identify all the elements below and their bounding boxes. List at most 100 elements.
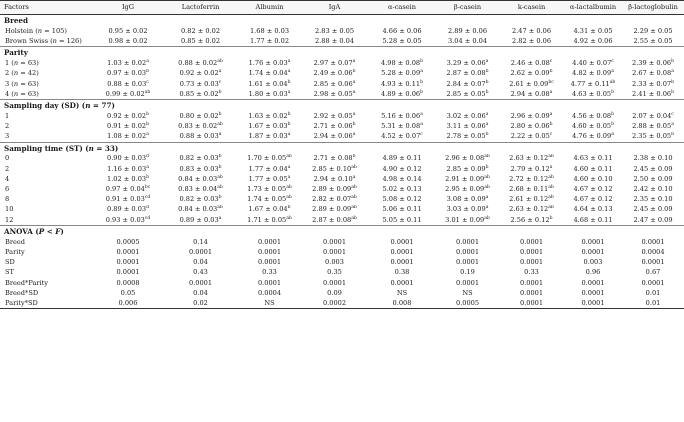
significance-superscript: ab	[351, 215, 357, 221]
cell-value: 0.0004	[257, 288, 282, 297]
cell-value: 1.16 ± 0.03	[107, 164, 147, 173]
row-label: 2 (n = 42)	[5, 69, 39, 78]
cell-value: 4.60 ± 0.10	[573, 174, 613, 183]
significance-superscript: b	[420, 58, 423, 64]
cell-value: 0.0001	[581, 288, 605, 297]
table-cell: 0.88 ± 0.02ab	[163, 58, 238, 68]
significance-superscript: ab	[217, 121, 223, 127]
table-cell: 2.67 ± 0.08a	[622, 69, 684, 79]
table-cell: 0.73 ± 0.03c	[163, 79, 238, 89]
row-label: 1	[5, 111, 10, 120]
table-cell: 2.33 ± 0.07b	[622, 79, 684, 89]
significance-superscript: cd	[144, 195, 151, 201]
table-row: 3 1.08 ± 0.02a 0.88 ± 0.03a 1.87 ± 0.03a 2.9…	[0, 132, 684, 143]
table-cell: 2.61 ± 0.12ab	[499, 194, 564, 204]
table-cell: 0.0001	[499, 278, 564, 288]
significance-superscript: b	[485, 79, 489, 85]
significance-superscript: ab	[484, 184, 490, 190]
significance-superscript: b	[549, 121, 553, 127]
table-cell: 2.94 ± 0.10a	[301, 174, 368, 184]
significance-superscript: ab	[484, 215, 490, 221]
table-cell: 4.89 ± 0.11	[368, 154, 436, 164]
significance-superscript: b	[611, 111, 614, 117]
table-cell: 0.91 ± 0.03cd	[93, 194, 163, 204]
significance-superscript: d	[146, 205, 149, 211]
significance-superscript: ab	[217, 174, 223, 180]
significance-superscript: a	[287, 174, 291, 180]
row-label: Parity*SD	[0, 298, 93, 310]
table-cell: 1.68 ± 0.03	[238, 26, 301, 36]
significance-superscript: a	[218, 132, 222, 138]
cell-value: 4.31 ± 0.05	[573, 26, 613, 35]
table-cell: 4.63 ± 0.11	[564, 154, 622, 164]
table-row: 10 0.89 ± 0.03d 0.84 ± 0.03ab 1.67 ± 0.04b 2…	[0, 205, 684, 215]
cell-value: 4.67 ± 0.12	[573, 195, 613, 204]
table-cell: 2.42 ± 0.10	[622, 184, 684, 194]
row-label: Breed	[5, 237, 26, 246]
table-cell: 2.41 ± 0.06b	[622, 89, 684, 100]
table-cell: 2.47 ± 0.06	[499, 26, 564, 36]
table-cell: 0.84 ± 0.03ab	[163, 174, 238, 184]
cell-value: 0.0001	[455, 278, 480, 287]
table-cell: 0.01	[622, 288, 684, 298]
cell-value: 0.84 ± 0.03	[178, 174, 218, 183]
table-cell: 2.96 ± 0.08ab	[436, 154, 499, 164]
cell-value: 0.003	[325, 258, 344, 267]
cell-value: 0.0001	[641, 258, 665, 267]
cell-value: 0.82 ± 0.03	[179, 195, 219, 204]
significance-superscript: ab	[217, 205, 223, 211]
table-cell: 0.0001	[163, 278, 238, 288]
table-cell: 2.68 ± 0.11ab	[499, 184, 564, 194]
cell-value: 5.16 ± 0.06	[381, 111, 421, 120]
significance-superscript: b	[218, 154, 222, 160]
significance-superscript: a	[549, 89, 553, 95]
significance-superscript: b	[352, 121, 356, 127]
significance-superscript: b	[671, 79, 674, 85]
cell-value: 2.85 ± 0.09	[446, 164, 486, 173]
table-cell: 5.28 ± 0.05	[368, 36, 436, 47]
cell-value: 0.82 ± 0.03	[179, 154, 219, 163]
cell-value: 0.0001	[581, 247, 605, 256]
significance-superscript: b	[671, 58, 674, 64]
table-cell: 1.70 ± 0.05ab	[238, 154, 301, 164]
table-cell: 0.04	[163, 257, 238, 267]
cell-value: 2.92 ± 0.05	[313, 111, 353, 120]
cell-value: 3.11 ± 0.06	[446, 122, 486, 131]
table-cell: 0.0001	[622, 237, 684, 247]
table-cell: 2.96 ± 0.09a	[499, 111, 564, 121]
significance-superscript: b	[218, 89, 222, 95]
table-cell: 2.95 ± 0.09ab	[436, 184, 499, 194]
significance-superscript: b	[146, 111, 149, 117]
significance-superscript: c	[146, 79, 149, 85]
table-row: 2 0.91 ± 0.02b 0.83 ± 0.02ab 1.67 ± 0.03b 2.…	[0, 121, 684, 131]
table-cell: 1.80 ± 0.03a	[238, 89, 301, 100]
significance-superscript: ab	[548, 205, 554, 211]
significance-superscript: c	[549, 132, 553, 138]
table-cell: 0.0001	[622, 257, 684, 267]
significance-superscript: b	[485, 132, 489, 138]
table-cell: 2.87 ± 0.08b	[436, 69, 499, 79]
cell-value: 0.83 ± 0.03	[179, 164, 219, 173]
table-cell: 0.95 ± 0.02	[93, 26, 163, 36]
cell-value: 4.98 ± 0.14	[382, 174, 422, 183]
table-cell: 0.89 ± 0.03a	[163, 215, 238, 226]
cell-value: 0.97 ± 0.04	[105, 185, 145, 194]
cell-value: 0.88 ± 0.02	[178, 59, 218, 68]
table-cell: 0.0001	[238, 257, 301, 267]
cell-value: 4.98 ± 0.08	[381, 59, 421, 68]
significance-superscript: c	[549, 58, 553, 64]
table-cell: 0.0001	[368, 237, 436, 247]
table-cell: 0.05	[93, 288, 163, 298]
cell-value: 0.02	[193, 298, 208, 307]
table-cell: 1.87 ± 0.03a	[238, 132, 301, 143]
significance-superscript: b	[146, 69, 149, 75]
cell-value: 0.73 ± 0.03	[179, 79, 219, 88]
table-cell: 0.90 ± 0.03d	[93, 154, 163, 164]
significance-superscript: c	[420, 132, 423, 138]
cell-value: 2.71 ± 0.08	[313, 154, 353, 163]
table-cell: 2.82 ± 0.06	[499, 36, 564, 47]
significance-superscript: a	[420, 121, 423, 127]
cell-value: 1.71 ± 0.05	[247, 215, 287, 224]
cell-value: 0.0001	[455, 237, 480, 246]
significance-superscript: a	[352, 89, 356, 95]
